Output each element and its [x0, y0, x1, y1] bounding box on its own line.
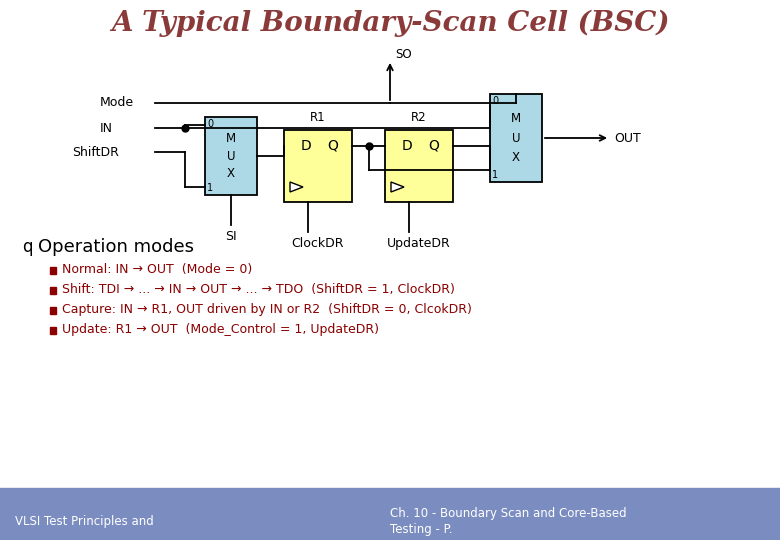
Text: IN: IN — [100, 122, 113, 134]
Text: Operation modes: Operation modes — [38, 238, 194, 256]
Text: U: U — [512, 132, 520, 145]
Text: OUT: OUT — [614, 132, 640, 145]
Polygon shape — [290, 182, 303, 192]
Text: Shift: TDI → ... → IN → OUT → ... → TDO  (ShiftDR = 1, ClockDR): Shift: TDI → ... → IN → OUT → ... → TDO … — [62, 284, 455, 296]
Text: ClockDR: ClockDR — [292, 237, 344, 250]
Text: X: X — [227, 167, 235, 180]
Text: Q: Q — [328, 139, 339, 153]
Text: Testing - P.: Testing - P. — [390, 523, 452, 537]
Text: 0: 0 — [207, 119, 213, 129]
Bar — [50, 307, 56, 314]
Bar — [50, 327, 56, 334]
Text: Capture: IN → R1, OUT driven by IN or R2  (ShiftDR = 0, ClcokDR): Capture: IN → R1, OUT driven by IN or R2… — [62, 303, 472, 316]
Text: 1: 1 — [492, 170, 498, 180]
Text: Mode: Mode — [100, 97, 134, 110]
Text: SO: SO — [395, 48, 412, 60]
Text: UpdateDR: UpdateDR — [387, 237, 451, 250]
Text: q: q — [22, 238, 33, 256]
Text: VLSI Test Principles and: VLSI Test Principles and — [15, 516, 154, 529]
Text: M: M — [226, 132, 236, 145]
Polygon shape — [391, 182, 404, 192]
Text: Q: Q — [428, 139, 439, 153]
Text: 0: 0 — [492, 96, 498, 106]
Text: D: D — [402, 139, 412, 153]
Text: ShiftDR: ShiftDR — [72, 145, 119, 159]
Text: X: X — [512, 151, 520, 164]
Text: A Typical Boundary-Scan Cell (BSC): A Typical Boundary-Scan Cell (BSC) — [111, 9, 669, 37]
Text: R2: R2 — [411, 111, 427, 124]
Text: R1: R1 — [310, 111, 326, 124]
Bar — [385, 130, 453, 202]
Bar — [50, 267, 56, 274]
Bar — [490, 94, 542, 182]
Text: 1: 1 — [207, 183, 213, 193]
Text: Update: R1 → OUT  (Mode_Control = 1, UpdateDR): Update: R1 → OUT (Mode_Control = 1, Upda… — [62, 323, 379, 336]
Text: SI: SI — [225, 230, 237, 243]
Bar — [205, 117, 257, 195]
Bar — [0, 488, 780, 540]
Text: D: D — [300, 139, 311, 153]
Text: Normal: IN → OUT  (Mode = 0): Normal: IN → OUT (Mode = 0) — [62, 264, 252, 276]
Bar — [284, 130, 352, 202]
Text: U: U — [227, 150, 236, 163]
Text: M: M — [511, 112, 521, 125]
Text: Ch. 10 - Boundary Scan and Core-Based: Ch. 10 - Boundary Scan and Core-Based — [390, 508, 626, 521]
Bar — [50, 287, 56, 294]
